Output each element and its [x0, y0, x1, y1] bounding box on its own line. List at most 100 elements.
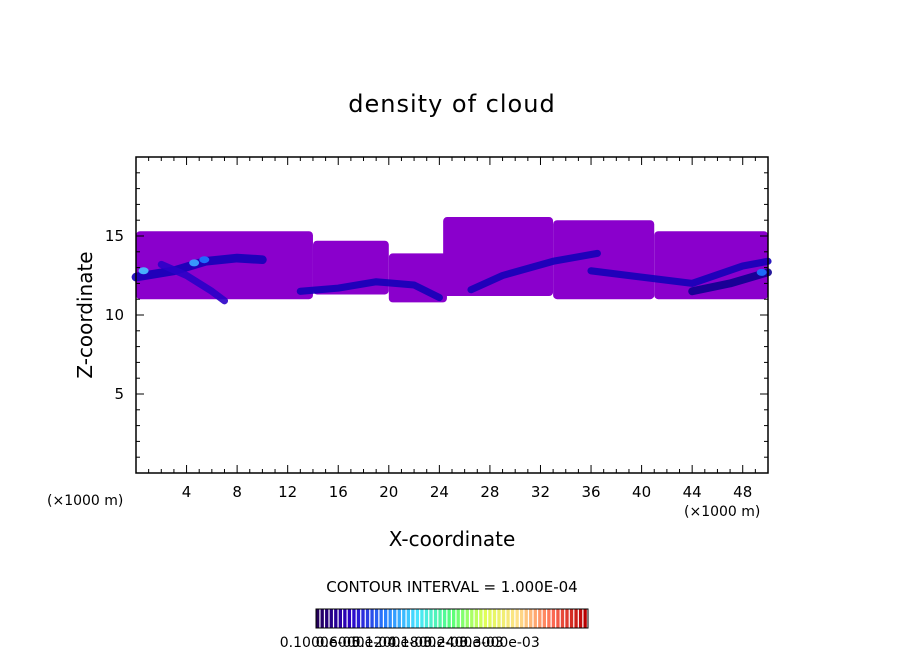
colorbar-cell: [542, 609, 546, 628]
colorbar-cell: [424, 609, 429, 628]
dense-band-4: [587, 257, 772, 287]
colorbar-cell: [452, 609, 456, 628]
x-tick-label: 12: [278, 483, 297, 501]
dense-band-1: [157, 260, 229, 305]
colorbar-cell: [433, 609, 438, 628]
colorbar-cell: [533, 609, 537, 628]
x-unit-label-left: (×1000 m): [47, 493, 123, 509]
colorbar-cell: [547, 609, 551, 628]
colorbar-cell: [406, 609, 410, 628]
colorbar-cell: [501, 609, 506, 628]
x-tick-label: 8: [232, 483, 242, 501]
hot-spot-2: [199, 256, 210, 264]
colorbar-cell: [352, 609, 356, 628]
colorbar-cell: [397, 609, 401, 628]
colorbar-cell: [429, 609, 433, 628]
colorbar-cell: [497, 609, 501, 628]
colorbar-cell: [374, 609, 379, 628]
colorbar-cell: [583, 609, 587, 628]
colorbar-cell: [461, 609, 465, 628]
colorbar-cell: [325, 609, 329, 628]
colorbar-cell: [334, 609, 338, 628]
cloud-region-0: [136, 231, 313, 300]
x-tick-label: 4: [182, 483, 192, 501]
colorbar-cell: [520, 609, 524, 628]
colorbar-labels: 0.1000e-050.6000e-040.1200e-030.1800e-03…: [280, 635, 540, 651]
x-tick-label: 48: [733, 483, 752, 501]
colorbar-cell: [474, 609, 478, 628]
colorbar-cell: [384, 609, 388, 628]
colorbar-cell: [538, 609, 542, 628]
y-tick-label: 5: [114, 385, 124, 403]
x-tick-label: 16: [329, 483, 348, 501]
colorbar-cell: [492, 609, 497, 628]
colorbar-cell: [316, 609, 320, 628]
colorbar-cell: [438, 609, 442, 628]
x-tick-label: 28: [480, 483, 499, 501]
colorbar-cell: [456, 609, 460, 628]
colorbar-cell: [510, 609, 515, 628]
dense-band-5: [688, 268, 772, 296]
x-tick-label: 20: [379, 483, 398, 501]
colorbar-cell: [415, 609, 420, 628]
colorbar-cell: [515, 609, 519, 628]
colorbar-cell: [569, 609, 574, 628]
colorbar-cell: [465, 609, 469, 628]
x-axis-ticks: 4 8 12 16 20 24 28 32 36 40 44 48: [135, 157, 769, 501]
colorbar-label: 0.1000e-05: [280, 635, 360, 651]
x-tick-label: 36: [581, 483, 600, 501]
colorbar-cell: [551, 609, 556, 628]
colorbar-cell: [442, 609, 447, 628]
x-tick-label: 40: [632, 483, 651, 501]
colorbar-cell: [470, 609, 474, 628]
colorbar-cell: [338, 609, 342, 628]
y-tick-label: 15: [105, 227, 124, 245]
colorbar-cell: [565, 609, 569, 628]
cloud-region-3: [443, 217, 554, 297]
hot-spot-1: [189, 259, 200, 267]
colorbar-cell: [529, 609, 533, 628]
y-axis-ticks: 5 10 15: [105, 156, 768, 474]
colorbar-label: 0.2400e-03: [423, 635, 503, 651]
colorbar-label: 0.1200e-03: [352, 635, 432, 651]
x-tick-label: 44: [683, 483, 702, 501]
cloud-region-2: [388, 253, 447, 303]
colorbar-cell: [388, 609, 392, 628]
cloud-region-4: [553, 220, 655, 300]
colorbar-label: 0.1800e-03: [387, 635, 467, 651]
y-axis-title: Z-coordinate: [73, 251, 97, 378]
dense-band-2: [296, 278, 443, 302]
chart-title: density of cloud: [348, 90, 555, 118]
colorbar-cell: [578, 609, 583, 628]
colorbar-cell: [574, 609, 578, 628]
colorbar-label: 0.6000e-04: [316, 635, 397, 651]
colorbar-frame: [315, 608, 589, 629]
colorbar-cell: [411, 609, 415, 628]
x-axis-title: X-coordinate: [389, 527, 516, 551]
colorbar-cell: [379, 609, 383, 628]
colorbar-cell: [506, 609, 510, 628]
plot-area: [131, 217, 772, 305]
colorbar-cell: [343, 609, 347, 628]
colorbar-cell: [347, 609, 352, 628]
colorbar-cell: [483, 609, 488, 628]
colorbar-cell: [447, 609, 451, 628]
colorbar-cell: [329, 609, 333, 628]
colorbar: [315, 608, 589, 629]
x-tick-label: 24: [430, 483, 449, 501]
x-tick-label: 32: [531, 483, 550, 501]
colorbar-cell: [370, 609, 374, 628]
hot-spot-3: [756, 268, 767, 276]
colorbar-cell: [560, 609, 565, 628]
colorbar-cell: [361, 609, 365, 628]
contour-interval-text: CONTOUR INTERVAL = 1.000E-04: [326, 578, 577, 596]
colorbar-cell: [488, 609, 492, 628]
plot-frame: [135, 156, 769, 474]
colorbar-cell: [365, 609, 370, 628]
x-unit-label-right: (×1000 m): [684, 504, 760, 520]
colorbar-cell: [556, 609, 560, 628]
colorbar-label: 0.3000e-03: [459, 635, 539, 651]
hot-spot-0: [138, 267, 149, 275]
colorbar-cell: [479, 609, 483, 628]
colorbar-cell: [402, 609, 406, 628]
